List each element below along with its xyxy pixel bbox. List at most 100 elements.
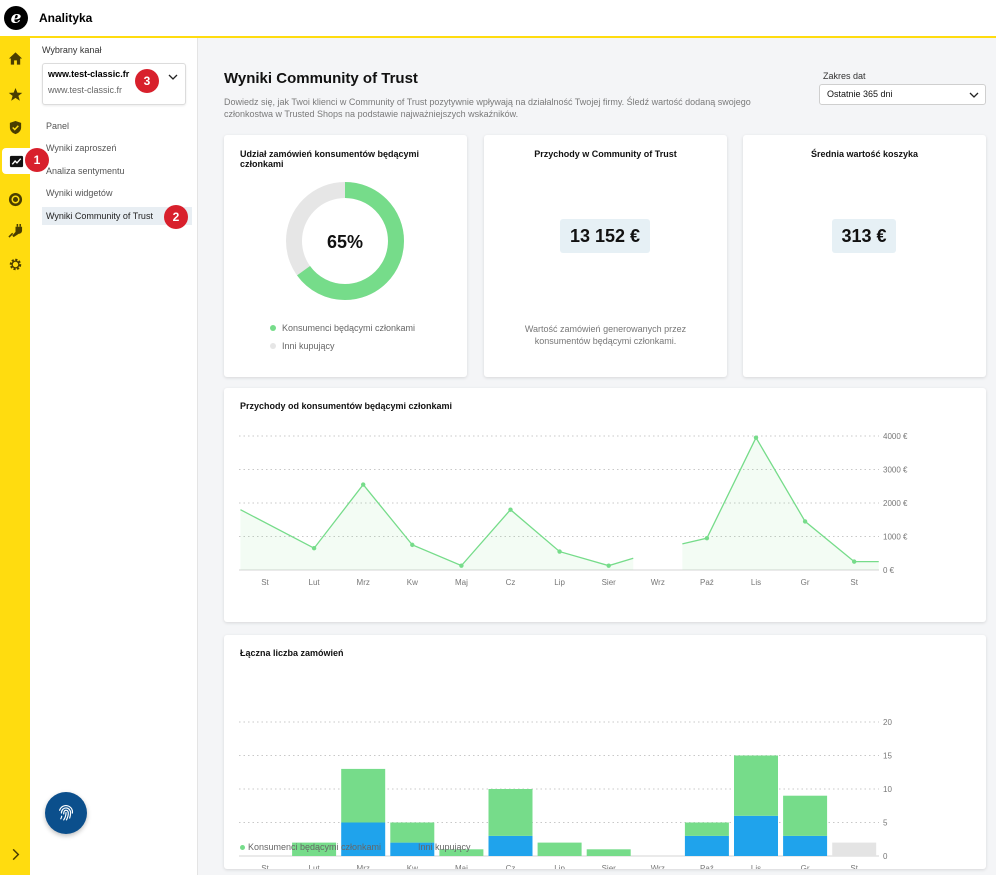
chevron-down-icon bbox=[969, 92, 979, 98]
bar-segment[interactable] bbox=[488, 789, 533, 836]
sidebar-item-widgets[interactable]: Wyniki widgetów bbox=[46, 188, 113, 198]
sub-navigation: Wybrany kanał www.test-classic.fr www.te… bbox=[30, 38, 198, 875]
bar-x-tick: St bbox=[261, 864, 269, 869]
channel-url: www.test-classic.fr bbox=[48, 85, 123, 95]
bar-legend-others-label: Inni kupujący bbox=[418, 842, 471, 852]
line-point[interactable] bbox=[557, 549, 562, 554]
plug-icon[interactable] bbox=[5, 220, 25, 240]
bar-chart-title: Łączna liczba zamówień bbox=[240, 648, 344, 658]
bar-y-tick: 10 bbox=[883, 785, 892, 794]
donut-chart: 65% bbox=[286, 182, 404, 300]
bar-segment[interactable] bbox=[488, 835, 533, 856]
bar-x-tick: Maj bbox=[455, 864, 468, 869]
bar-segment[interactable] bbox=[783, 835, 828, 856]
chevron-right-icon[interactable] bbox=[5, 844, 25, 864]
revenue-note: Wartość zamówień generowanych przez kons… bbox=[524, 324, 687, 346]
bar-segment[interactable] bbox=[684, 822, 729, 836]
bar-segment[interactable] bbox=[341, 822, 386, 857]
coin-icon[interactable] bbox=[5, 189, 25, 209]
line-point[interactable] bbox=[753, 435, 759, 440]
left-rail bbox=[0, 38, 30, 875]
analytics-icon[interactable] bbox=[2, 148, 30, 174]
line-area bbox=[682, 437, 879, 570]
line-area bbox=[240, 484, 634, 570]
line-x-tick: St bbox=[261, 578, 269, 587]
bar-x-tick: Kw bbox=[407, 864, 418, 869]
revenue-line-chart-card: Przychody od konsumentów będącymi członk… bbox=[224, 388, 986, 622]
bar-x-tick: Cz bbox=[506, 864, 516, 869]
bar-segment[interactable] bbox=[734, 755, 778, 816]
date-range-value: Ostatnie 365 dni bbox=[827, 89, 893, 99]
fingerprint-button[interactable] bbox=[45, 792, 87, 834]
bar-chart: 0 5 10 15 20 St Lut Mrz Kw Maj Cz Lip Sier Wrz Paź Lis G… bbox=[239, 718, 892, 869]
bar-segment[interactable] bbox=[341, 768, 386, 823]
line-point[interactable] bbox=[606, 563, 611, 568]
bar-segment-partial[interactable] bbox=[832, 842, 877, 856]
gear-icon[interactable] bbox=[5, 254, 25, 274]
line-chart: 0 € 1000 € 2000 € 3000 € 4000 € St Lut Mrz Kw Maj… bbox=[239, 432, 908, 587]
bar-legend-members: Konsumenci będącymi członkami bbox=[240, 842, 381, 852]
top-bar: e Analityka bbox=[0, 0, 996, 38]
line-x-tick: Kw bbox=[407, 578, 418, 587]
sidebar-item-community-of-trust[interactable]: Wyniki Community of Trust bbox=[42, 207, 192, 225]
home-icon[interactable] bbox=[5, 48, 25, 68]
revenue-title: Przychody w Community of Trust bbox=[534, 149, 677, 159]
sidebar-item-invitations[interactable]: Wyniki zaproszeń bbox=[46, 143, 117, 153]
step-badge-2: 2 bbox=[164, 205, 188, 229]
bar-x-tick: Paź bbox=[700, 864, 714, 869]
bar-legend-members-label: Konsumenci będącymi członkami bbox=[248, 842, 382, 852]
bar-x-tick: St bbox=[850, 864, 858, 869]
basket-title: Średnia wartość koszyka bbox=[810, 149, 919, 159]
revenue-card: Przychody w Community of Trust 13 152 € … bbox=[484, 135, 727, 377]
line-point[interactable] bbox=[459, 563, 464, 568]
line-point[interactable] bbox=[704, 535, 710, 541]
line-point[interactable] bbox=[311, 546, 317, 551]
bar-segment[interactable] bbox=[439, 849, 484, 856]
bar-segment[interactable] bbox=[684, 835, 729, 856]
line-x-tick: Cz bbox=[506, 578, 516, 587]
line-x-tick: Wrz bbox=[651, 578, 665, 587]
bar-segment[interactable] bbox=[734, 815, 778, 856]
shield-check-icon[interactable] bbox=[5, 117, 25, 137]
line-chart-title: Przychody od konsumentów będącymi członk… bbox=[240, 401, 453, 411]
bar-x-tick: Lis bbox=[751, 864, 761, 869]
bar-y-tick: 20 bbox=[883, 718, 892, 727]
step-badge-3: 3 bbox=[135, 69, 159, 93]
bar-x-tick: Wrz bbox=[651, 864, 665, 869]
bar-x-tick: Lip bbox=[554, 864, 565, 869]
line-y-tick: 3000 € bbox=[883, 466, 908, 475]
bar-y-tick: 5 bbox=[883, 819, 888, 828]
bar-x-tick: Sier bbox=[602, 864, 617, 869]
line-point[interactable] bbox=[852, 559, 857, 564]
line-point[interactable] bbox=[361, 482, 366, 487]
line-point[interactable] bbox=[410, 542, 415, 548]
line-point[interactable] bbox=[508, 507, 513, 512]
channel-select[interactable]: www.test-classic.fr www.test-classic.fr bbox=[42, 63, 186, 105]
bar-segment[interactable] bbox=[537, 842, 582, 856]
sidebar-item-panel[interactable]: Panel bbox=[46, 121, 70, 131]
sidebar-item-sentiment[interactable]: Analiza sentymentu bbox=[46, 166, 125, 176]
app-title: Analityka bbox=[39, 11, 93, 25]
brand-logo[interactable]: e bbox=[4, 6, 28, 30]
bar-segment[interactable] bbox=[783, 795, 828, 836]
member-share-card: Udział zamówień konsumentów będącymi czł… bbox=[224, 135, 467, 377]
line-y-tick: 0 € bbox=[883, 566, 895, 575]
bar-segment[interactable] bbox=[586, 849, 631, 856]
star-icon[interactable] bbox=[5, 84, 25, 104]
bar-segment[interactable] bbox=[292, 842, 337, 856]
date-range-select[interactable]: Ostatnie 365 dni bbox=[819, 84, 986, 105]
line-x-tick: Lis bbox=[751, 578, 761, 587]
channel-label: Wybrany kanał bbox=[42, 45, 102, 55]
line-point[interactable] bbox=[802, 519, 808, 524]
legend-dot bbox=[240, 844, 245, 850]
bar-segment[interactable] bbox=[390, 822, 435, 843]
logo-letter: e bbox=[10, 8, 22, 28]
bar-x-tick: Lut bbox=[309, 864, 321, 869]
line-x-tick: Maj bbox=[455, 578, 468, 587]
donut-percent-label: 65% bbox=[327, 232, 363, 252]
legend-members: Konsumenci będącymi członkami bbox=[270, 323, 415, 333]
legend-members-label: Konsumenci będącymi członkami bbox=[282, 323, 416, 333]
line-y-tick: 2000 € bbox=[883, 499, 908, 508]
legend-others-label: Inni kupujący bbox=[282, 341, 335, 351]
line-x-tick: Mrz bbox=[357, 578, 370, 587]
